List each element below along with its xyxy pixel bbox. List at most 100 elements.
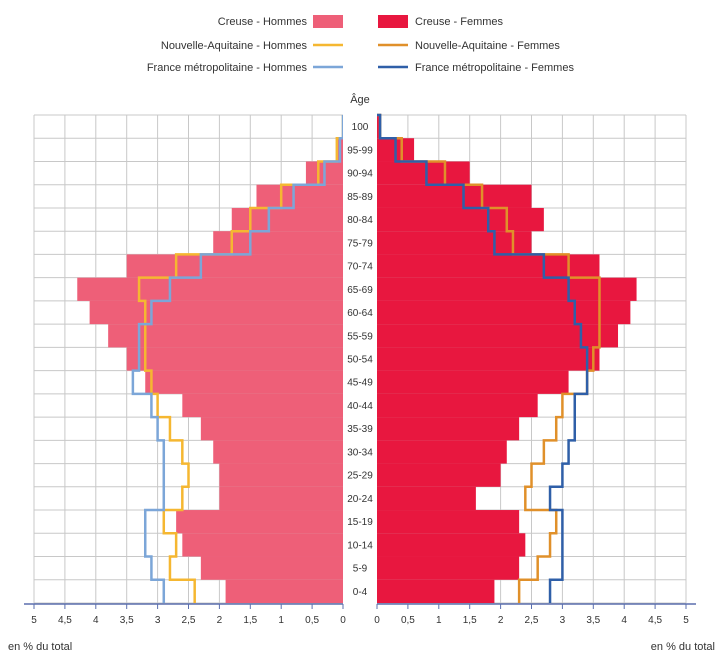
line-nouvelle-aquitaine-hommes bbox=[137, 115, 345, 603]
legend-swatch-creuse-femmes bbox=[378, 15, 408, 28]
x-tick-label-left: 1,5 bbox=[243, 615, 257, 626]
x-tick-label-left: 0,5 bbox=[305, 615, 319, 626]
unit-label-right: en % du total bbox=[651, 641, 715, 653]
legend-label-creuse-femmes: Creuse - Femmes bbox=[415, 16, 504, 28]
legend-swatch-creuse-hommes bbox=[313, 15, 343, 28]
line-france-hommes bbox=[131, 115, 345, 603]
x-tick-label-right: 2 bbox=[498, 615, 504, 626]
x-tick-label-right: 3,5 bbox=[586, 615, 600, 626]
age-label: 45-49 bbox=[347, 378, 373, 389]
bar-creuse-femmes bbox=[377, 579, 495, 603]
bar-creuse-femmes bbox=[377, 254, 600, 278]
age-label: 30-34 bbox=[347, 447, 373, 458]
bar-creuse-hommes bbox=[182, 393, 343, 418]
bar-creuse-femmes bbox=[377, 277, 637, 301]
age-label: 60-64 bbox=[347, 308, 373, 319]
bar-creuse-femmes bbox=[377, 510, 520, 534]
bar-creuse-hommes bbox=[126, 347, 343, 371]
bar-creuse-femmes bbox=[377, 115, 381, 139]
bar-creuse-femmes bbox=[377, 370, 569, 394]
age-label: 25-29 bbox=[347, 471, 373, 482]
bar-creuse-hommes bbox=[219, 486, 343, 511]
age-label: 95-99 bbox=[347, 145, 373, 156]
bar-creuse-femmes bbox=[377, 417, 520, 441]
bar-creuse-hommes bbox=[108, 324, 343, 348]
x-tick-label-left: 3 bbox=[155, 615, 161, 626]
x-tick-label-left: 4,5 bbox=[58, 615, 72, 626]
age-label: 20-24 bbox=[347, 494, 373, 505]
bar-creuse-hommes bbox=[256, 184, 343, 208]
bar-creuse-femmes bbox=[377, 556, 520, 580]
age-label: 90-94 bbox=[347, 169, 373, 180]
legend-label-fr-hommes: France métropolitaine - Hommes bbox=[147, 62, 308, 74]
x-tick-label-left: 0 bbox=[340, 615, 346, 626]
bar-creuse-femmes bbox=[377, 324, 619, 348]
x-tick-label-left: 1 bbox=[278, 615, 284, 626]
legend-label-na-femmes: Nouvelle-Aquitaine - Femmes bbox=[415, 40, 560, 52]
bar-creuse-hommes bbox=[176, 510, 343, 534]
age-label: 5-9 bbox=[353, 564, 368, 575]
age-label: 85-89 bbox=[347, 192, 373, 203]
x-tick-label-right: 3 bbox=[560, 615, 566, 626]
bar-creuse-femmes bbox=[377, 393, 538, 418]
bar-creuse-hommes bbox=[213, 440, 343, 464]
bar-creuse-femmes bbox=[377, 161, 470, 185]
line-france-femmes bbox=[377, 113, 589, 603]
bars bbox=[77, 115, 637, 603]
bar-creuse-femmes bbox=[377, 207, 544, 232]
x-tick-label-right: 1 bbox=[436, 615, 442, 626]
age-label: 65-69 bbox=[347, 285, 373, 296]
legend-label-creuse-hommes: Creuse - Hommes bbox=[218, 16, 308, 28]
age-label: 50-54 bbox=[347, 355, 373, 366]
x-tick-label-left: 3,5 bbox=[120, 615, 134, 626]
bar-creuse-femmes bbox=[377, 347, 600, 371]
x-tick-label-right: 5 bbox=[683, 615, 689, 626]
age-label: 70-74 bbox=[347, 262, 373, 273]
bar-creuse-hommes bbox=[182, 533, 343, 557]
x-tick-label-left: 2,5 bbox=[182, 615, 196, 626]
bar-creuse-hommes bbox=[225, 579, 343, 603]
age-label: 10-14 bbox=[347, 540, 373, 551]
age-label: 0-4 bbox=[353, 587, 368, 598]
age-label: 15-19 bbox=[347, 517, 373, 528]
bar-creuse-femmes bbox=[377, 463, 501, 487]
unit-label-left: en % du total bbox=[8, 641, 72, 653]
age-label: 55-59 bbox=[347, 331, 373, 342]
x-axes: 5 4,5 4 3,5 3 2,5 2 1,5 1 0,5 0 0 0,5 1 1,5 2 2,5 3 3,5 4 4,… bbox=[24, 603, 696, 626]
age-label: 40-44 bbox=[347, 401, 373, 412]
bar-creuse-hommes bbox=[200, 417, 343, 441]
bar-creuse-femmes bbox=[377, 300, 631, 325]
x-tick-label-right: 4,5 bbox=[648, 615, 662, 626]
age-label: 35-39 bbox=[347, 424, 373, 435]
bar-creuse-hommes bbox=[77, 277, 343, 301]
bar-creuse-hommes bbox=[89, 300, 344, 325]
bar-creuse-hommes bbox=[200, 556, 343, 580]
bar-creuse-femmes bbox=[377, 231, 532, 255]
bar-creuse-femmes bbox=[377, 440, 507, 464]
bar-creuse-hommes bbox=[231, 207, 343, 232]
x-tick-label-right: 1,5 bbox=[463, 615, 477, 626]
age-axis-title: Âge bbox=[350, 93, 370, 106]
line-nouvelle-aquitaine-femmes bbox=[377, 113, 601, 603]
age-column-background bbox=[343, 111, 377, 607]
legend-label-fr-femmes: France métropolitaine - Femmes bbox=[415, 62, 574, 74]
bar-creuse-hommes bbox=[145, 370, 343, 394]
x-tick-label-right: 0,5 bbox=[401, 615, 415, 626]
x-tick-label-left: 2 bbox=[217, 615, 223, 626]
x-tick-label-right: 2,5 bbox=[525, 615, 539, 626]
legend: Creuse - Hommes Creuse - Femmes Nouvelle… bbox=[147, 15, 574, 74]
bar-creuse-femmes bbox=[377, 184, 532, 208]
series-lines bbox=[131, 113, 601, 603]
bar-creuse-hommes bbox=[126, 254, 343, 278]
x-tick-label-left: 5 bbox=[31, 615, 37, 626]
age-label: 75-79 bbox=[347, 238, 373, 249]
x-tick-label-right: 4 bbox=[621, 615, 627, 626]
bar-creuse-hommes bbox=[213, 231, 343, 255]
bar-creuse-femmes bbox=[377, 486, 476, 511]
center-column: 0-4 5-9 10-14 15-19 20-24 25-29 30-34 35-39 40-4… bbox=[343, 111, 377, 607]
legend-label-na-hommes: Nouvelle-Aquitaine - Hommes bbox=[161, 40, 308, 52]
age-label: 80-84 bbox=[347, 215, 373, 226]
x-tick-label-left: 4 bbox=[93, 615, 99, 626]
age-label: 100 bbox=[352, 122, 369, 133]
